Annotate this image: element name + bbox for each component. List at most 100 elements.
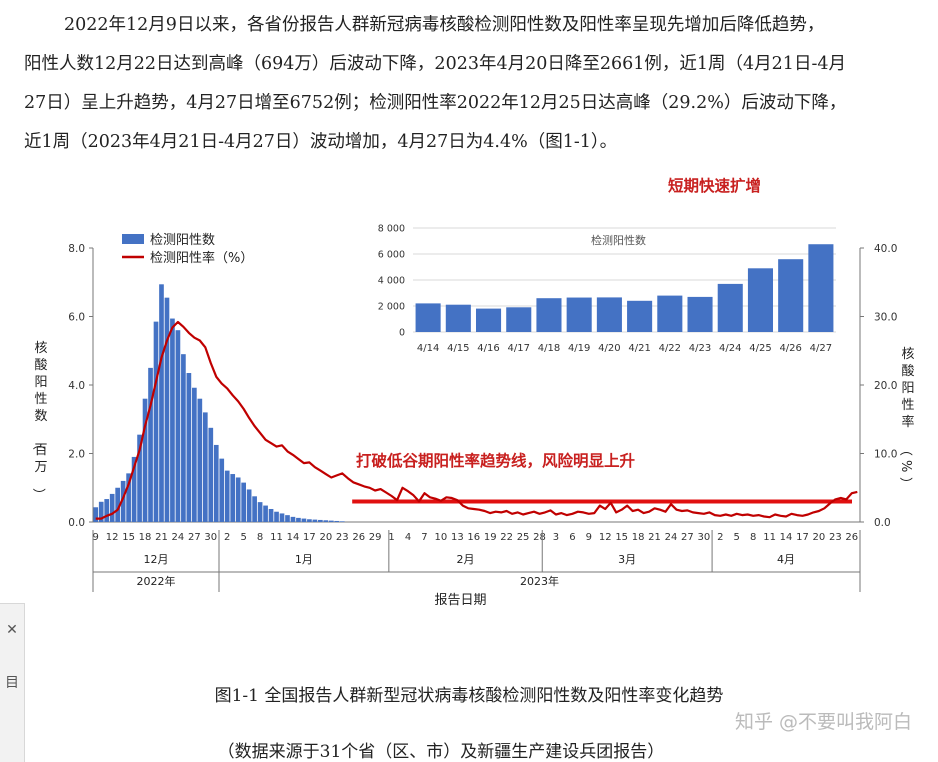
bar-positive-count xyxy=(318,519,323,522)
bar-positive-count xyxy=(164,297,170,522)
x-tick-label: 5 xyxy=(240,532,246,543)
inset-x-tick-label: 4/27 xyxy=(810,343,832,354)
bar-positive-count xyxy=(235,477,241,522)
inset-x-tick-label: 4/20 xyxy=(598,343,620,354)
bar-positive-count xyxy=(142,398,148,522)
inset-y-tick-label: 0 xyxy=(399,328,405,339)
x-tick-label: 9 xyxy=(586,532,592,543)
x-tick-label: 14 xyxy=(780,532,793,543)
x-tick-label: 27 xyxy=(188,532,201,543)
x-tick-label: 4 xyxy=(405,532,411,543)
x-tick-label: 11 xyxy=(763,532,776,543)
x-tick-label: 18 xyxy=(139,532,152,543)
x-tick-label: 2 xyxy=(717,532,723,543)
y-left-tick-label: 4.0 xyxy=(68,380,85,392)
x-tick-label: 15 xyxy=(122,532,135,543)
x-tick-label: 27 xyxy=(681,532,694,543)
year-label: 2022年 xyxy=(137,574,176,588)
close-icon[interactable]: ✕ xyxy=(6,622,18,638)
x-tick-label: 15 xyxy=(615,532,628,543)
bar-positive-count xyxy=(334,520,340,522)
bar-positive-count xyxy=(202,412,208,522)
inset-x-tick-label: 4/26 xyxy=(779,343,801,354)
year-label: 2023年 xyxy=(520,574,559,588)
month-label: 4月 xyxy=(777,553,795,566)
bar-positive-count xyxy=(328,520,334,522)
grid-icon[interactable]: 目 xyxy=(5,675,19,691)
inset-bar xyxy=(717,283,743,332)
bar-positive-count xyxy=(148,367,153,522)
inset-y-tick-label: 4 000 xyxy=(378,276,405,287)
bar-positive-count xyxy=(192,387,197,522)
bar-positive-count xyxy=(263,505,268,522)
bar-positive-count xyxy=(104,499,110,522)
bar-positive-count xyxy=(257,502,263,522)
x-tick-label: 16 xyxy=(467,532,480,543)
bar-positive-count xyxy=(126,473,131,522)
inset-bar xyxy=(657,295,683,332)
bar-positive-count xyxy=(93,507,99,522)
x-tick-label: 20 xyxy=(813,532,826,543)
legend-swatch-count xyxy=(122,234,144,244)
bar-positive-count xyxy=(312,519,318,522)
bar-positive-count xyxy=(208,427,214,522)
x-tick-label: 26 xyxy=(352,532,365,543)
x-tick-label: 29 xyxy=(369,532,382,543)
inset-bar xyxy=(536,298,562,332)
x-tick-label: 17 xyxy=(796,532,809,543)
x-tick-label: 28 xyxy=(533,532,546,543)
inset-bar xyxy=(808,244,834,332)
intro-paragraph: 2022年12月9日以来，各省份报告人群新冠病毒核酸检测阳性数及阳性率呈现先增加… xyxy=(24,6,924,162)
bar-positive-count xyxy=(274,511,279,522)
x-tick-label: 25 xyxy=(517,532,530,543)
bar-positive-count xyxy=(131,456,137,522)
x-tick-label: 22 xyxy=(500,532,513,543)
x-tick-label: 23 xyxy=(829,532,842,543)
bar-positive-count xyxy=(159,284,164,522)
bar-positive-count xyxy=(98,501,104,522)
legend-label-count: 检测阳性数 xyxy=(150,233,215,248)
x-tick-label: 10 xyxy=(435,532,448,543)
paragraph-line-4: 近1周（2023年4月21日-4月27日）波动增加，4月27日为4.4%（图1-… xyxy=(24,132,618,152)
x-tick-label: 30 xyxy=(204,532,217,543)
inset-x-tick-label: 4/19 xyxy=(568,343,590,354)
x-tick-label: 12 xyxy=(599,532,612,543)
x-tick-label: 8 xyxy=(750,532,756,543)
inset-bar xyxy=(475,308,502,332)
x-tick-label: 9 xyxy=(93,532,99,543)
inset-bar xyxy=(566,297,592,332)
month-label: 12月 xyxy=(144,553,169,566)
y-axis-right-title: 核酸阳性率（%） xyxy=(897,347,914,490)
bar-positive-count xyxy=(323,520,329,522)
bar-positive-count xyxy=(181,354,186,522)
paragraph-line-2: 阳性人数12月22日达到高峰（694万）后波动下降，2023年4月20日降至26… xyxy=(24,54,846,74)
inset-y-tick-label: 2 000 xyxy=(378,302,405,313)
legend-label-rate: 检测阳性率（%） xyxy=(150,250,253,266)
annotation-trend-break: 打破低谷期阳性率趋势线，风险明显上升 xyxy=(356,452,636,470)
x-tick-label: 20 xyxy=(319,532,332,543)
bar-positive-count xyxy=(307,519,312,522)
bar-positive-count xyxy=(246,489,252,522)
bar-positive-count xyxy=(290,516,296,522)
inset-bar xyxy=(506,307,532,332)
inset-bar xyxy=(596,297,622,332)
month-label: 2月 xyxy=(457,553,475,566)
bar-positive-count xyxy=(170,318,175,522)
x-tick-label: 5 xyxy=(734,532,740,543)
inset-x-tick-label: 4/21 xyxy=(628,343,650,354)
y-right-tick-label: 40.0 xyxy=(874,243,897,255)
x-axis-title: 报告日期 xyxy=(434,593,486,608)
bar-positive-count xyxy=(186,373,192,522)
x-tick-label: 6 xyxy=(569,532,575,543)
inset-x-tick-label: 4/22 xyxy=(659,343,681,354)
inset-x-tick-label: 4/25 xyxy=(749,343,771,354)
month-label: 1月 xyxy=(295,553,313,566)
bar-positive-count xyxy=(285,515,290,522)
side-widget[interactable]: ✕ 目 xyxy=(0,603,25,762)
month-label: 3月 xyxy=(618,553,636,566)
watermark: 知乎 @不要叫我阿白 xyxy=(734,711,912,733)
x-tick-label: 23 xyxy=(336,532,349,543)
bar-positive-count xyxy=(153,321,159,522)
x-tick-label: 19 xyxy=(484,532,497,543)
